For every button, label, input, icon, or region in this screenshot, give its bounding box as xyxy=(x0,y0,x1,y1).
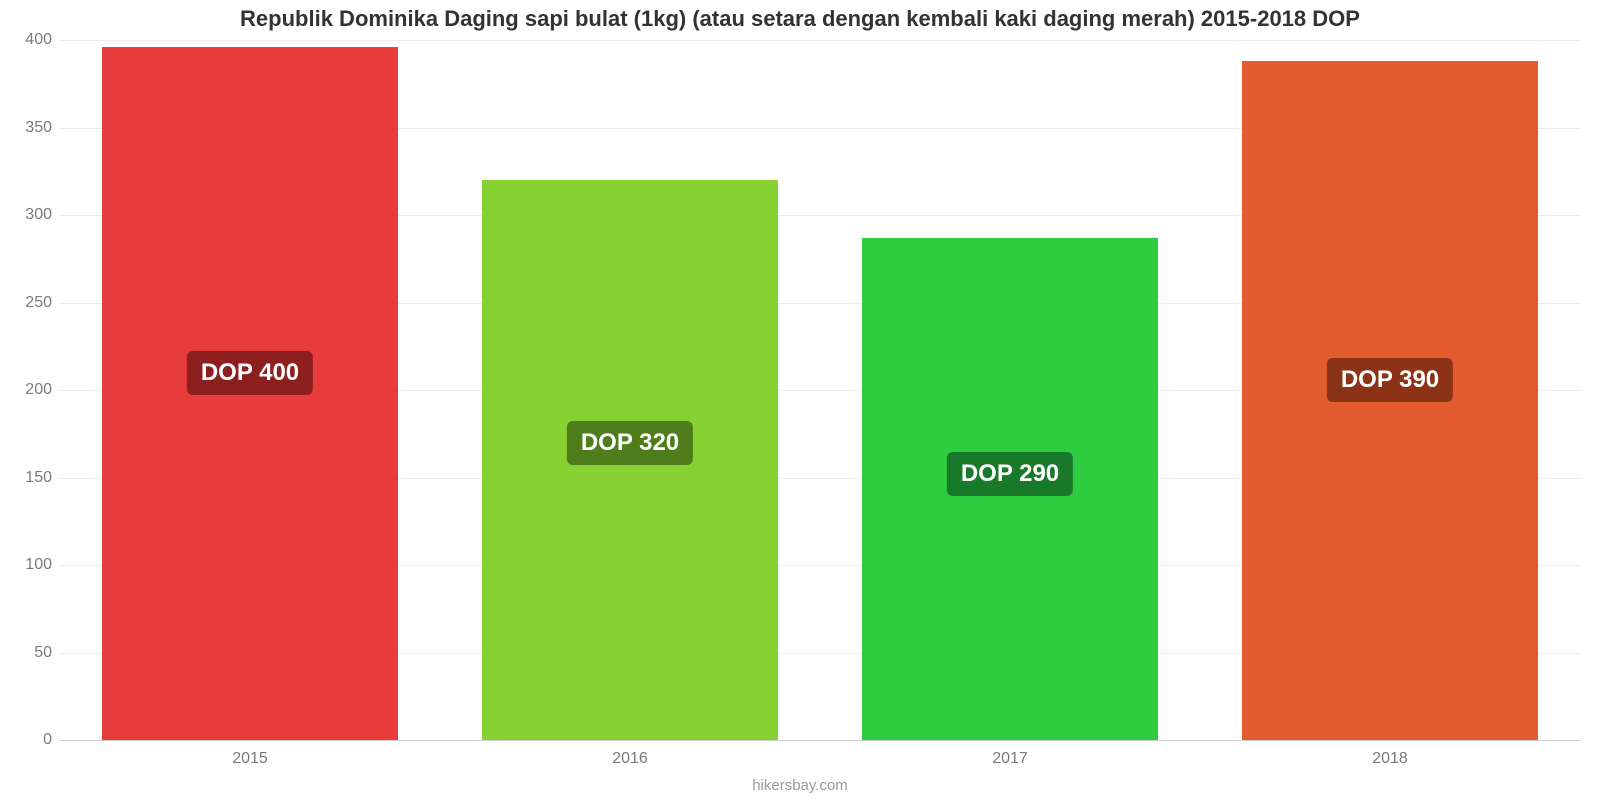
grid-line xyxy=(60,40,1580,41)
y-tick-label: 300 xyxy=(25,206,52,224)
x-tick-label: 2017 xyxy=(992,750,1028,768)
y-tick-label: 50 xyxy=(34,644,52,662)
bar-value-label: DOP 320 xyxy=(567,421,693,465)
y-tick-label: 150 xyxy=(25,469,52,487)
bar-value-label: DOP 390 xyxy=(1327,358,1453,402)
bar-value-label: DOP 290 xyxy=(947,452,1073,496)
x-tick-label: 2016 xyxy=(612,750,648,768)
bar-value-label: DOP 400 xyxy=(187,351,313,395)
x-tick-label: 2015 xyxy=(232,750,268,768)
y-tick-label: 350 xyxy=(25,119,52,137)
chart-plot-area: 0501001502002503003504002015DOP 4002016D… xyxy=(60,40,1580,740)
y-tick-label: 400 xyxy=(25,31,52,49)
attribution-text: hikersbay.com xyxy=(0,777,1600,794)
chart-title: Republik Dominika Daging sapi bulat (1kg… xyxy=(0,6,1600,32)
x-axis-baseline xyxy=(60,740,1580,741)
y-tick-label: 0 xyxy=(43,731,52,749)
x-tick-label: 2018 xyxy=(1372,750,1408,768)
y-tick-label: 200 xyxy=(25,381,52,399)
y-tick-label: 250 xyxy=(25,294,52,312)
y-tick-label: 100 xyxy=(25,556,52,574)
